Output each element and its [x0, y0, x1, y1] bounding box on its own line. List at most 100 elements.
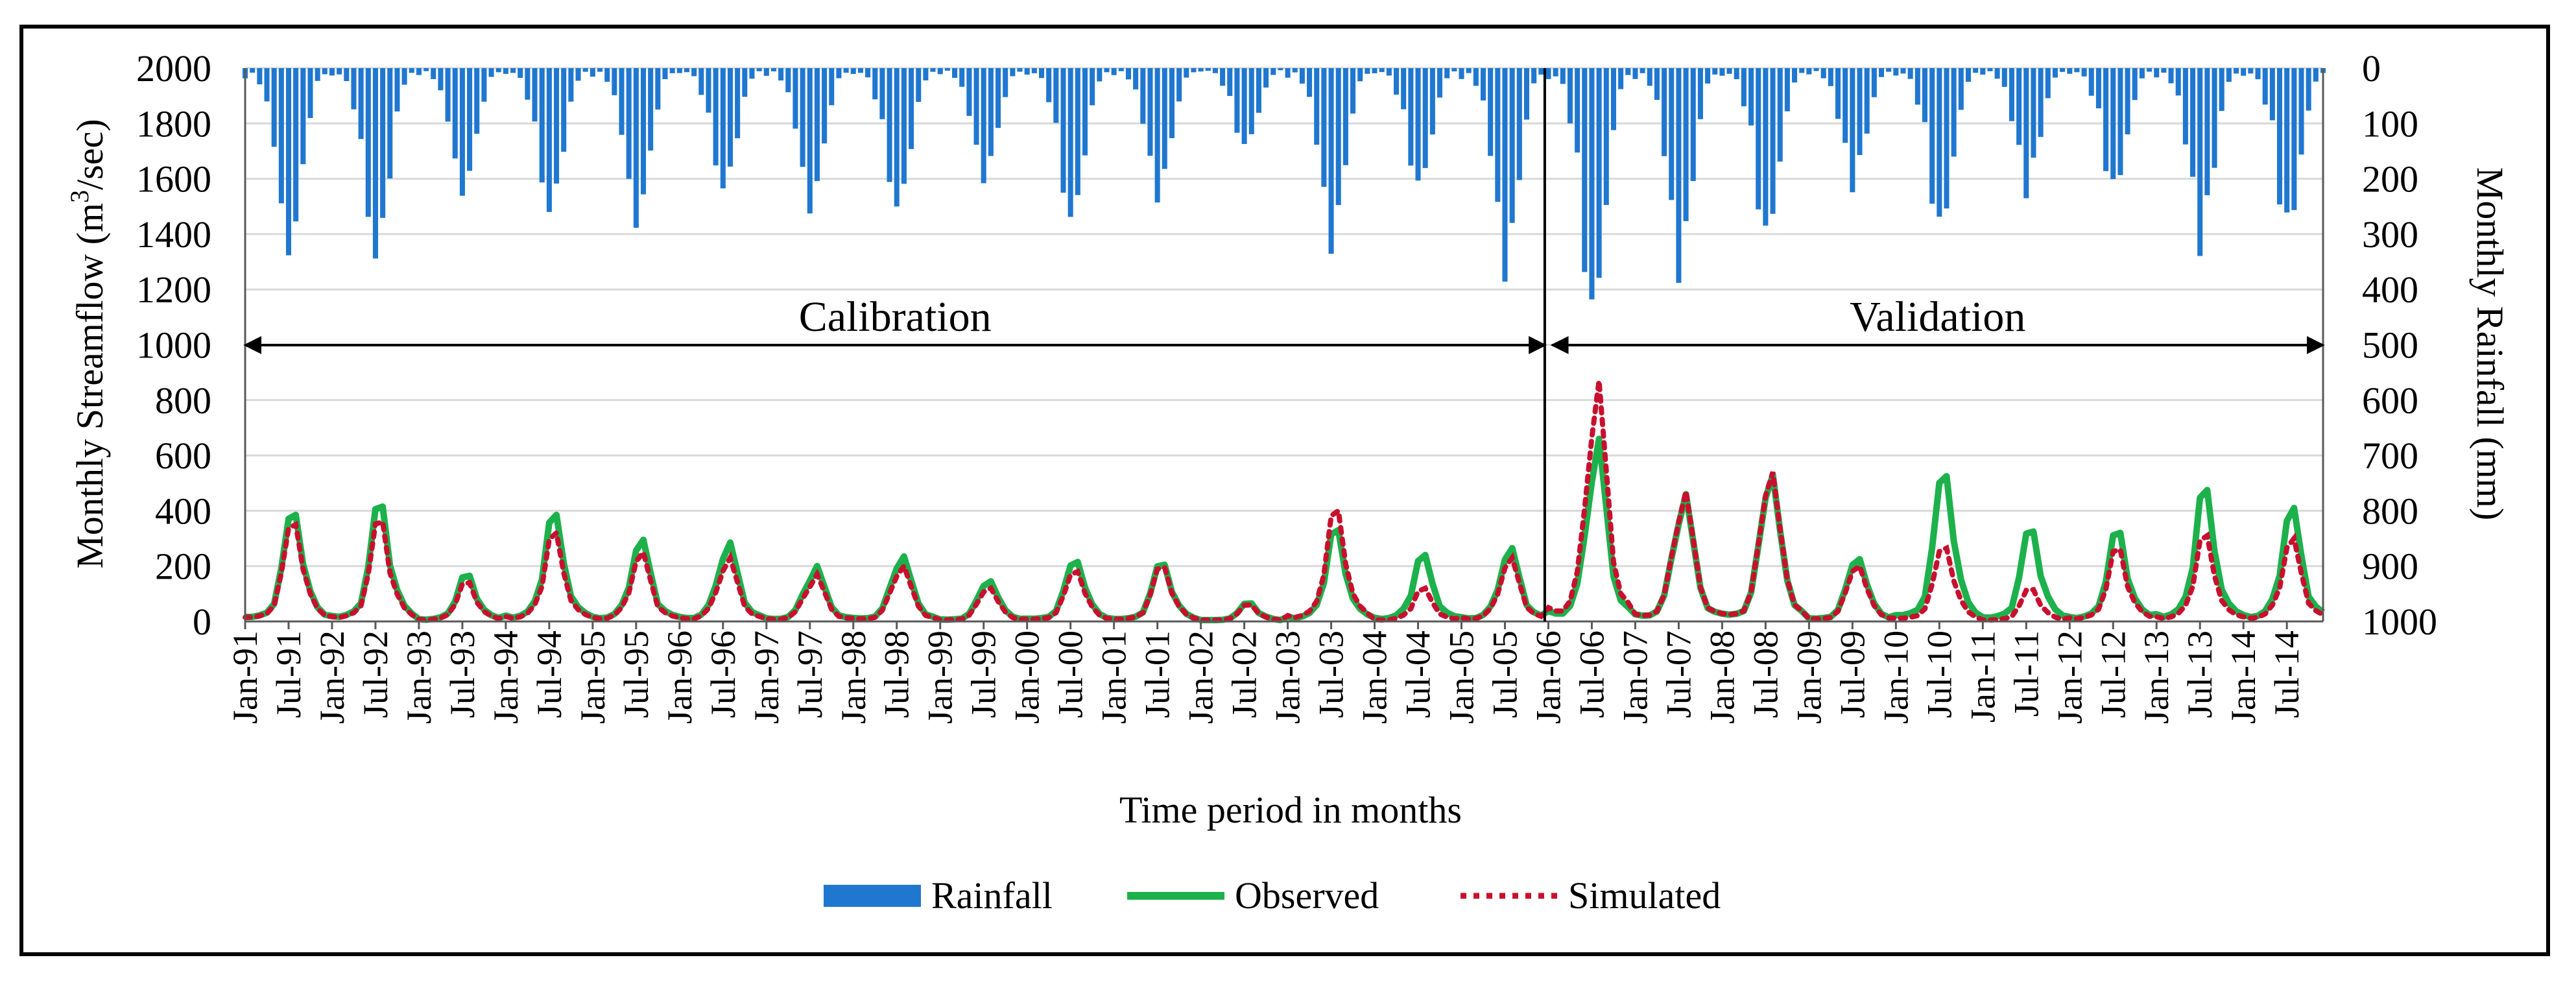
legend: Rainfall Observed Simulated [824, 874, 1721, 917]
rainfall-bar [735, 68, 741, 139]
rainfall-bar [561, 68, 567, 152]
legend-rainfall-swatch [824, 885, 921, 907]
rainfall-bar [1553, 68, 1558, 77]
left-tick-label: 400 [155, 490, 211, 532]
rainfall-bar [539, 68, 545, 183]
rainfall-bar [293, 68, 299, 222]
rainfall-bar [1270, 68, 1276, 75]
rainfall-bar [351, 68, 357, 110]
rainfall-bar [2190, 68, 2196, 177]
rainfall-bar [612, 68, 617, 95]
rainfall-bar [518, 68, 523, 78]
rainfall-bar [278, 68, 284, 204]
rainfall-bar [2081, 68, 2087, 77]
rainfall-bar [2045, 68, 2051, 99]
rainfall-bar [1538, 68, 1544, 75]
rainfall-bar [944, 68, 950, 71]
rainfall-bar [474, 68, 480, 134]
rainfall-bar [1466, 68, 1472, 73]
y-axis-label-left: Monthly Streamflow (m3/sec) [65, 119, 112, 568]
x-tick-label: Jan-97 [747, 631, 786, 724]
rainfall-bar [445, 68, 451, 122]
simulated-series-line [243, 380, 2326, 623]
x-tick-label: Jul-10 [1920, 631, 1959, 718]
chart-frame [19, 25, 2550, 956]
rainfall-bar [431, 68, 436, 79]
rainfall-bar [1299, 68, 1305, 84]
x-tick-label: Jan-92 [313, 631, 352, 724]
rainfall-bar [1705, 68, 1711, 84]
rainfall-bar [1965, 68, 1971, 82]
rainfall-bar [554, 68, 560, 184]
right-tick-label: 800 [2362, 490, 2418, 532]
legend-simulated-label: Simulated [1568, 874, 1721, 917]
rainfall-bar [1429, 68, 1435, 135]
rainfall-bar [1314, 68, 1320, 145]
rainfall-bar [1075, 68, 1080, 195]
x-tick-label: Jul-95 [617, 631, 656, 718]
rainfall-bar [358, 68, 364, 139]
rainfall-bar [2212, 68, 2217, 168]
rainfall-bar [1784, 68, 1790, 112]
left-tick-label: 1600 [136, 158, 211, 200]
rainfall-bar [669, 68, 675, 73]
x-tick-label: Jan-94 [486, 631, 525, 724]
rainfall-bar [1437, 68, 1443, 98]
rainfall-bar [1046, 68, 1052, 102]
rainfall-bar [264, 68, 270, 102]
right-tick-label: 900 [2362, 546, 2418, 588]
rainfall-bar [879, 68, 885, 119]
x-tick-label: Jan-02 [1182, 631, 1221, 724]
rainfall-bar [1010, 68, 1016, 77]
rainfall-bar [1523, 68, 1530, 120]
rainfall-bar [401, 68, 407, 85]
rainfall-bar [807, 68, 813, 214]
x-tick-label: Jan-93 [400, 631, 438, 724]
rainfall-bar [2067, 68, 2073, 74]
y-axis-label-right: Monthly Rainfall (mm) [2469, 167, 2511, 521]
left-tick-label: 1200 [136, 269, 211, 311]
rainfall-bar [1850, 68, 1855, 193]
rainfall-bar [1603, 68, 1609, 206]
rainfall-bar [1307, 68, 1313, 97]
rainfall-bar [640, 68, 647, 195]
x-tick-label: Jul-92 [356, 631, 395, 718]
rainfall-bar [1350, 68, 1356, 114]
x-tick-label: Jul-08 [1746, 631, 1785, 718]
x-tick-label: Jan-00 [1008, 631, 1047, 724]
rainfall-bar [1053, 68, 1059, 123]
rainfall-bar [315, 68, 320, 81]
left-tick-label: 600 [155, 435, 211, 477]
rainfall-bar [1451, 68, 1457, 72]
rainfall-bar [1893, 68, 1899, 76]
rainfall-bar [2139, 68, 2145, 78]
rainfall-bar [981, 68, 986, 184]
rainfall-bar [322, 68, 328, 75]
rainfall-bar [1372, 68, 1377, 73]
left-tick-label: 1800 [136, 102, 211, 145]
rainfall-bar [742, 68, 748, 97]
rainfall-bar [2023, 68, 2029, 198]
rainfall-bar [2095, 68, 2101, 108]
x-tick-label: Jul-12 [2093, 631, 2132, 718]
rainfall-bar [2074, 68, 2080, 73]
rainfall-bar [2204, 68, 2210, 195]
rainfall-bar [1133, 68, 1139, 90]
rainfall-bar [2001, 68, 2007, 87]
x-tick-label: Jan-95 [573, 631, 612, 724]
rainfall-bar [684, 68, 690, 73]
rainfall-bar [785, 68, 791, 93]
right-tick-label: 200 [2362, 158, 2418, 200]
right-tick-label: 0 [2362, 47, 2381, 90]
rainfall-bar [1647, 68, 1652, 86]
rainfall-bar [1205, 68, 1211, 71]
rainfall-bar [1488, 68, 1494, 156]
rainfall-bar [1531, 68, 1537, 84]
rainfall-bar [2234, 68, 2239, 74]
rainfall-bar [894, 68, 900, 207]
rainfall-bar [1929, 68, 1935, 204]
left-tick-label: 800 [155, 379, 211, 422]
x-tick-label: Jan-07 [1616, 631, 1654, 724]
rainfall-bar [372, 68, 378, 259]
